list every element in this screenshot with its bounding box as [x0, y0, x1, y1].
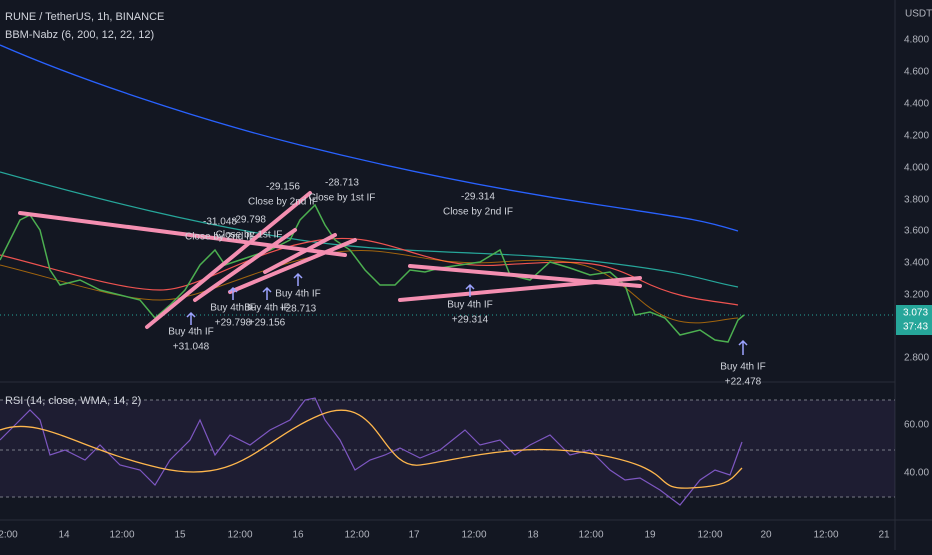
time-label: 12:00	[697, 530, 722, 541]
time-label: 16	[292, 530, 304, 541]
ma-line	[0, 171, 739, 288]
trend-lines	[18, 191, 642, 329]
price-tag	[896, 305, 932, 335]
time-label: 21	[878, 530, 890, 541]
time-label: 20	[760, 530, 772, 541]
price-label: 4.600	[904, 67, 929, 78]
annotation: -29.156	[266, 182, 300, 193]
rsi-band	[0, 400, 895, 497]
time-label: 19	[644, 530, 656, 541]
price-label: 4.000	[904, 163, 929, 174]
annotation: -28.713	[325, 178, 359, 189]
price-label: 4.800	[904, 35, 929, 46]
annotation: Buy 4th IF	[168, 327, 214, 338]
time-label: 12:00	[109, 530, 134, 541]
time-label: 18	[527, 530, 539, 541]
annotation: +31.048	[173, 342, 210, 353]
countdown: 37:43	[903, 322, 928, 333]
annotation: -31.048	[203, 217, 237, 228]
ma-line	[0, 44, 739, 232]
price-label: 3.200	[904, 290, 929, 301]
annotation: -29.314	[461, 192, 495, 203]
price-line	[0, 203, 745, 343]
annotation: Buy 4th IF	[275, 289, 321, 300]
annotation: Buy 4th IF	[244, 303, 290, 314]
ma-line	[0, 250, 739, 324]
annotation: Buy 4th IF	[447, 300, 493, 311]
annotation: +29.314	[452, 315, 489, 326]
time-label: 12:00	[461, 530, 486, 541]
ma-line	[0, 237, 739, 306]
signal-arrows	[186, 272, 748, 355]
annotation: Buy 4th IF	[210, 303, 256, 314]
time-label: 12:00	[813, 530, 838, 541]
indicator: BBM-Nabz (6, 200, 12, 22, 12)	[5, 29, 154, 41]
price-label: 3.400	[904, 258, 929, 269]
annotation: Close by 1st IF	[216, 230, 283, 241]
time-label: 15	[174, 530, 186, 541]
price-label: 4.400	[904, 99, 929, 110]
price-label: 2.800	[904, 353, 929, 364]
rsi-levels	[0, 399, 895, 498]
annotation: Buy 4th IF	[720, 362, 766, 373]
annotation: Close by 1st IF	[309, 193, 376, 204]
annotation: Close by 2nd IF	[248, 197, 318, 208]
price-label: 3.800	[904, 195, 929, 206]
annotation: +29.156	[249, 318, 286, 329]
annotation: Close by 2nd IF	[443, 207, 513, 218]
time-label: 12:00	[227, 530, 252, 541]
annotation: +22.478	[725, 377, 762, 388]
symbol: RUNE / TetherUS, 1h, BINANCE	[5, 11, 164, 23]
last-price: 3.073	[903, 308, 928, 319]
rsi-ma	[0, 409, 743, 489]
price-label: 3.600	[904, 226, 929, 237]
annotation: Close by 2nd IF	[185, 232, 255, 243]
time-label: 12:00	[578, 530, 603, 541]
rsi-line	[0, 397, 743, 506]
rsi-label: 40.00	[904, 468, 929, 479]
time-label: 2:00	[0, 530, 18, 541]
annotation: +28.713	[280, 304, 317, 315]
time-label: 14	[58, 530, 70, 541]
price-label: 4.200	[904, 131, 929, 142]
currency: USDT	[905, 9, 932, 20]
annotation: -29.798	[232, 215, 266, 226]
time-label: 12:00	[344, 530, 369, 541]
rsi-label: 60.00	[904, 420, 929, 431]
time-label: 17	[408, 530, 420, 541]
rsi-title: RSI (14, close, WMA, 14, 2)	[5, 395, 141, 407]
annotation: +29.798	[215, 318, 252, 329]
